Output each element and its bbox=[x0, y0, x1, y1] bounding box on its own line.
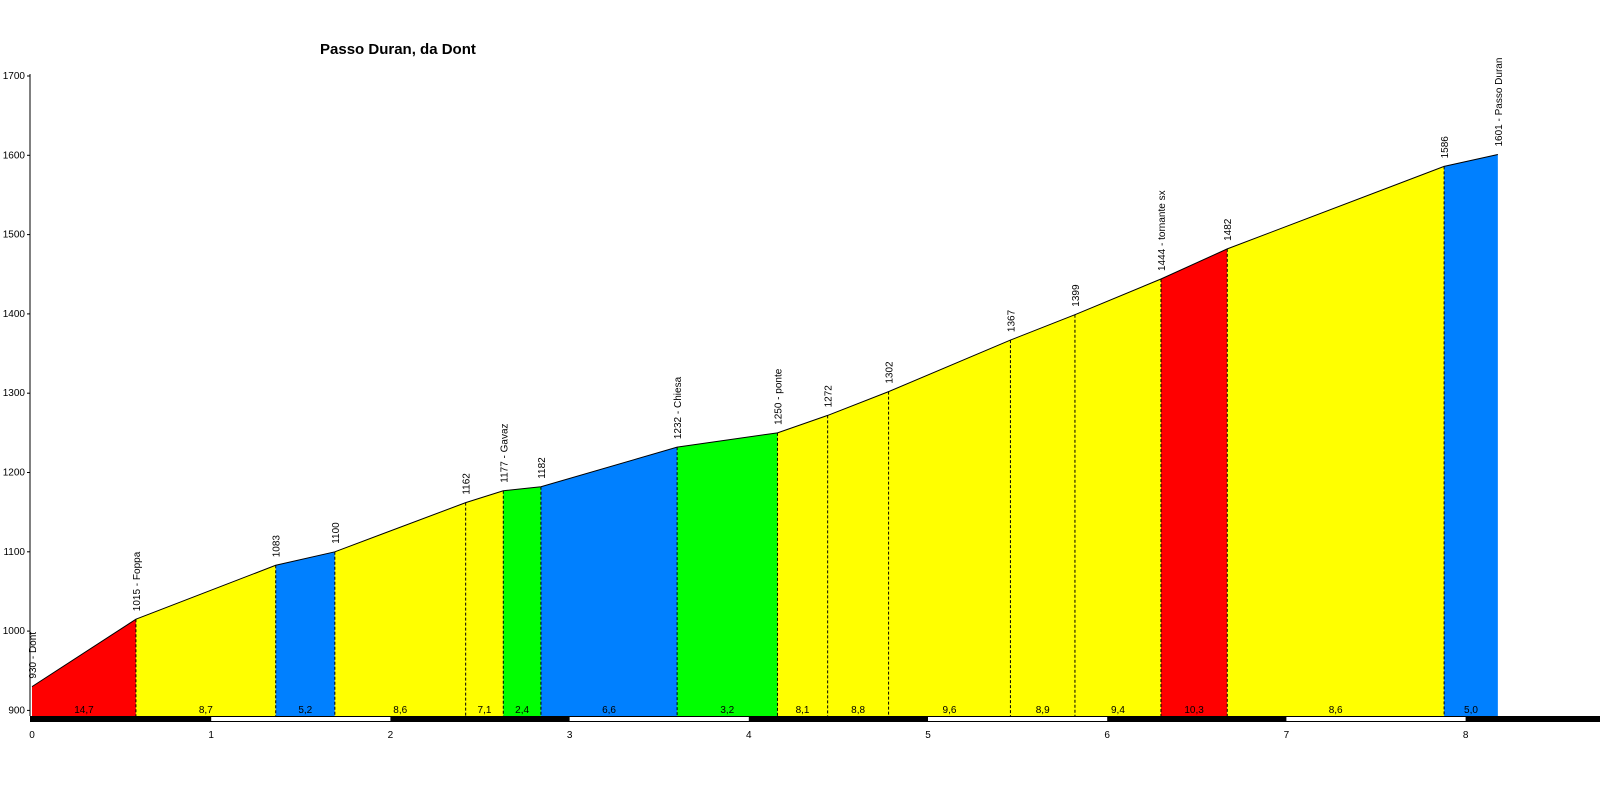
y-tick-label: 1700 bbox=[3, 71, 26, 82]
gradient-label: 8,7 bbox=[199, 705, 213, 716]
point-label: 1601 - Passo Duran bbox=[1494, 58, 1505, 147]
y-tick-label: 1100 bbox=[3, 547, 25, 558]
gradient-label: 9,4 bbox=[1111, 705, 1125, 716]
segment-area bbox=[677, 432, 778, 716]
segment-area bbox=[275, 551, 335, 716]
segment-area bbox=[1074, 279, 1161, 716]
point-label: 1250 - ponte bbox=[773, 368, 784, 425]
gradient-label: 2,4 bbox=[515, 705, 529, 716]
x-tick-label: 8 bbox=[1463, 730, 1469, 741]
gradient-label: 6,6 bbox=[602, 705, 616, 716]
segment-area bbox=[1010, 314, 1075, 716]
segment-area bbox=[1160, 248, 1228, 716]
point-label: 1182 bbox=[537, 457, 548, 479]
gradient-label: 8,8 bbox=[851, 705, 865, 716]
x-axis-white-km bbox=[569, 717, 749, 721]
point-label: 930 - Dont bbox=[28, 632, 39, 679]
point-label: 1083 bbox=[272, 535, 283, 558]
point-label: 1015 - Foppa bbox=[132, 551, 143, 611]
gradient-labels: 14,7 8,7 5,2 8,6 7,1 2,4 6,6 3,2 8,1 8,8 9,6 8,9 9,4… bbox=[74, 705, 1478, 716]
x-axis-bar bbox=[30, 716, 1600, 722]
point-label: 1100 bbox=[331, 522, 342, 544]
y-tick-label: 1500 bbox=[3, 230, 26, 241]
x-tick-label: 1 bbox=[208, 730, 214, 741]
y-axis: 900 1000 1100 1200 1300 1400 1500 1600 1700 bbox=[3, 71, 31, 716]
x-tick-label: 7 bbox=[1284, 730, 1290, 741]
x-tick-label: 6 bbox=[1104, 730, 1110, 741]
chart-title: Passo Duran, da Dont bbox=[320, 41, 476, 58]
gradient-label: 7,1 bbox=[478, 705, 492, 716]
point-label: 1586 bbox=[1440, 136, 1451, 159]
gradient-label: 3,2 bbox=[720, 705, 734, 716]
segment-area bbox=[1227, 166, 1445, 717]
x-axis-white-km bbox=[211, 717, 391, 721]
x-tick-label: 5 bbox=[925, 730, 931, 741]
point-label: 1177 - Gavaz bbox=[499, 423, 510, 482]
segment-dividers bbox=[135, 166, 1445, 716]
y-tick-label: 1300 bbox=[3, 388, 26, 399]
segment-area bbox=[135, 565, 276, 716]
segment-area bbox=[888, 340, 1011, 716]
segment-area bbox=[503, 486, 541, 716]
y-tick-label: 1000 bbox=[3, 626, 26, 637]
gradient-label: 8,1 bbox=[796, 705, 810, 716]
y-tick-label: 1600 bbox=[3, 150, 26, 161]
segment-area bbox=[540, 447, 678, 716]
x-tick-label: 2 bbox=[388, 730, 394, 741]
point-label: 1302 bbox=[885, 361, 896, 384]
gradient-label: 9,6 bbox=[943, 705, 957, 716]
x-axis: 0 1 2 3 4 5 6 7 8 bbox=[29, 716, 1600, 741]
point-label: 1482 bbox=[1223, 218, 1234, 241]
profile-outline bbox=[31, 154, 1498, 688]
gradient-label: 8,6 bbox=[1329, 705, 1343, 716]
point-label: 1162 bbox=[462, 473, 473, 495]
gradient-label: 14,7 bbox=[74, 705, 94, 716]
point-label: 1444 - tornante sx bbox=[1157, 190, 1168, 271]
segment-area bbox=[1444, 154, 1498, 716]
point-labels: 930 - Dont 1015 - Foppa 1083 1100 1162 1177 -… bbox=[28, 58, 1505, 679]
gradient-label: 5,0 bbox=[1464, 705, 1478, 716]
x-tick-label: 0 bbox=[29, 730, 35, 741]
x-tick-label: 4 bbox=[746, 730, 752, 741]
x-axis-white-km bbox=[1286, 717, 1466, 721]
gradient-label: 8,9 bbox=[1036, 705, 1050, 716]
point-label: 1232 - Chiesa bbox=[673, 376, 684, 439]
x-axis-white-km bbox=[928, 717, 1108, 721]
profile-areas bbox=[32, 154, 1498, 717]
segment-area bbox=[465, 490, 504, 716]
point-label: 1367 bbox=[1006, 309, 1017, 332]
segment-area bbox=[777, 415, 828, 716]
gradient-label: 8,6 bbox=[393, 705, 407, 716]
y-tick-label: 1200 bbox=[3, 468, 26, 479]
y-tick-label: 1400 bbox=[3, 309, 26, 320]
y-tick-label: 900 bbox=[8, 705, 25, 716]
gradient-label: 10,3 bbox=[1184, 705, 1204, 716]
segment-area bbox=[827, 391, 889, 716]
x-tick-label: 3 bbox=[567, 730, 573, 741]
point-label: 1272 bbox=[824, 385, 835, 408]
segment-area bbox=[334, 502, 466, 716]
gradient-label: 5,2 bbox=[298, 705, 312, 716]
profile-line bbox=[31, 154, 1498, 688]
segment-area bbox=[32, 619, 136, 716]
point-label: 1399 bbox=[1071, 284, 1082, 307]
